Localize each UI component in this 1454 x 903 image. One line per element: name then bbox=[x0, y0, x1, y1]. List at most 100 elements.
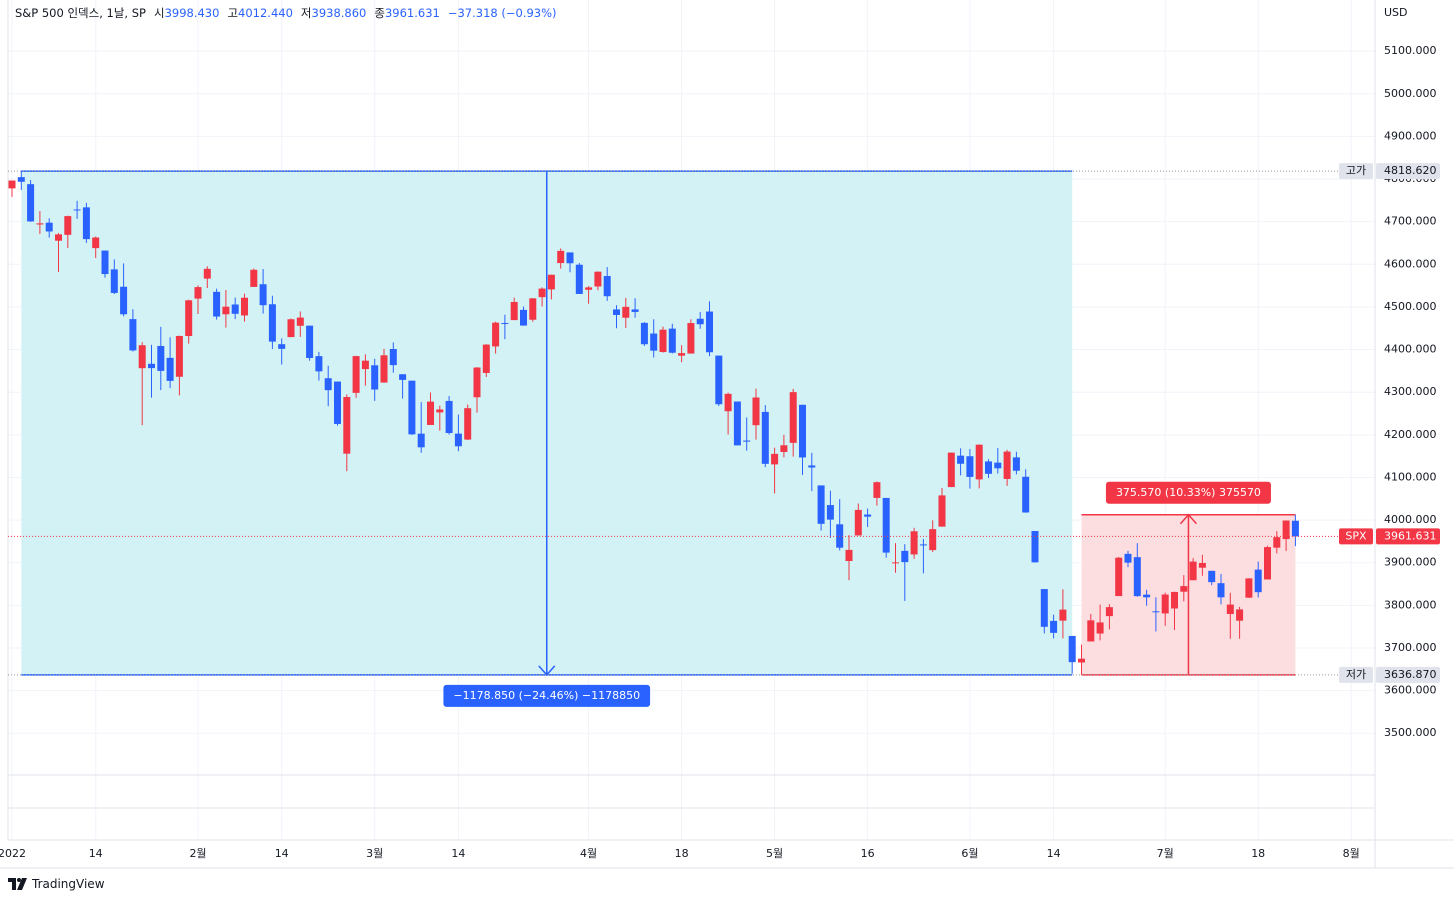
legend-key: 저 bbox=[300, 6, 312, 20]
candle-body bbox=[585, 287, 593, 290]
symbol-title: S&P 500 인덱스, 1날, SP bbox=[15, 6, 146, 20]
y-tick-label: 4200.000 bbox=[1384, 428, 1437, 441]
candle-body bbox=[1236, 609, 1244, 621]
candle-body bbox=[882, 497, 890, 553]
candle-body bbox=[27, 184, 35, 222]
candle-body bbox=[799, 404, 806, 458]
candle-body bbox=[1078, 658, 1085, 663]
price-markers: 고가 4818.620 저가 3636.870 SPX 3961.631 bbox=[8, 163, 1440, 683]
y-tick-label: 3700.000 bbox=[1384, 641, 1437, 654]
candle-body bbox=[213, 291, 221, 317]
candle-body bbox=[120, 286, 128, 315]
brand-logo bbox=[8, 878, 27, 890]
candle-body bbox=[1161, 594, 1169, 614]
price-value-box bbox=[1376, 163, 1440, 180]
y-tick-label: 3800.000 bbox=[1384, 598, 1437, 611]
candle-body bbox=[454, 433, 462, 447]
candle-body bbox=[1208, 570, 1216, 583]
range-label: 375.570 (10.33%) 375570 bbox=[1116, 486, 1261, 499]
candle-body bbox=[352, 356, 360, 393]
candle-body bbox=[231, 304, 239, 314]
y-tick-label: 4700.000 bbox=[1384, 215, 1437, 228]
candle-body bbox=[371, 365, 379, 390]
legend-value: 3961.631 bbox=[384, 6, 440, 20]
x-tick-label: 14 bbox=[451, 847, 465, 860]
candle-body bbox=[1050, 620, 1058, 633]
candle-body bbox=[1040, 589, 1048, 627]
candle-body bbox=[1124, 553, 1132, 563]
y-tick-label: 3900.000 bbox=[1384, 556, 1437, 569]
candle-body bbox=[1180, 586, 1188, 592]
y-tick-label: 4400.000 bbox=[1384, 343, 1437, 356]
candle-body bbox=[389, 349, 397, 366]
price-tag: 저가 bbox=[1346, 668, 1366, 681]
axes: USD 3500.000 3600.000 3700.000 3800.000 3900… bbox=[0, 6, 1437, 860]
candle-body bbox=[1189, 561, 1197, 581]
candle-body bbox=[640, 322, 648, 345]
legend-header: S&P 500 인덱스, 1날, SP 시3998.430 고4012.440 저39… bbox=[15, 5, 557, 21]
candle-body bbox=[687, 323, 695, 354]
candle-body bbox=[575, 264, 583, 294]
y-tick-label: 3500.000 bbox=[1384, 726, 1437, 739]
price-tag-box bbox=[1339, 163, 1373, 180]
candle-body bbox=[826, 505, 834, 520]
candle-body bbox=[1012, 457, 1020, 471]
candle-body bbox=[715, 355, 723, 405]
candle-body bbox=[761, 411, 769, 464]
candle-body bbox=[1059, 609, 1067, 621]
candle-body bbox=[55, 234, 62, 241]
candle-body bbox=[241, 297, 248, 316]
candle-body bbox=[1031, 530, 1039, 563]
candle-body bbox=[36, 223, 44, 225]
candle-body bbox=[622, 306, 630, 318]
candle-body bbox=[501, 322, 509, 324]
candle-body bbox=[817, 485, 825, 524]
brand-footer: TradingView bbox=[8, 877, 105, 891]
candle-body bbox=[334, 381, 341, 424]
candle-body bbox=[696, 318, 704, 325]
candle-body bbox=[287, 319, 295, 338]
candle-body bbox=[296, 317, 304, 326]
x-tick-label: 2022 bbox=[0, 847, 26, 860]
currency-label: USD bbox=[1384, 6, 1408, 19]
candle-body bbox=[1291, 520, 1299, 537]
y-tick-label: 4900.000 bbox=[1384, 129, 1437, 142]
candle-body bbox=[1133, 557, 1141, 597]
candle-body bbox=[808, 465, 816, 468]
range-label-box bbox=[1105, 481, 1271, 504]
candle-body bbox=[343, 397, 351, 454]
candle-body bbox=[175, 335, 183, 377]
candle-body bbox=[659, 329, 667, 352]
legend-key: 고 bbox=[227, 6, 239, 20]
candle-body bbox=[436, 409, 444, 413]
candle-body bbox=[138, 345, 146, 369]
price-value: 3961.631 bbox=[1384, 529, 1437, 542]
candle-body bbox=[724, 393, 732, 412]
x-tick-label: 18 bbox=[675, 847, 689, 860]
candle-body bbox=[492, 322, 500, 347]
price-value-box bbox=[1376, 666, 1440, 683]
candle-body bbox=[1245, 578, 1253, 598]
candle-body bbox=[315, 356, 323, 372]
candle-body bbox=[938, 495, 946, 527]
candle-body bbox=[985, 461, 992, 474]
candle-body bbox=[427, 401, 434, 425]
candle-body bbox=[361, 360, 369, 370]
candle-body bbox=[259, 284, 267, 306]
candle-body bbox=[185, 300, 193, 337]
candle-body bbox=[399, 374, 407, 380]
candle-body bbox=[910, 531, 918, 555]
candle-body bbox=[166, 357, 174, 381]
candle-body bbox=[947, 452, 955, 488]
candle-body bbox=[966, 456, 974, 477]
candle-body bbox=[482, 344, 490, 373]
x-tick-label: 2월 bbox=[189, 847, 206, 860]
candle-body bbox=[82, 207, 90, 240]
legend-key: 종 bbox=[374, 6, 385, 20]
range-label: −1178.850 (−24.46%) −1178850 bbox=[453, 689, 640, 702]
candle-body bbox=[1264, 547, 1271, 580]
candle-body bbox=[194, 287, 202, 299]
x-tick-label: 4월 bbox=[580, 847, 597, 860]
candle-body bbox=[557, 250, 565, 264]
